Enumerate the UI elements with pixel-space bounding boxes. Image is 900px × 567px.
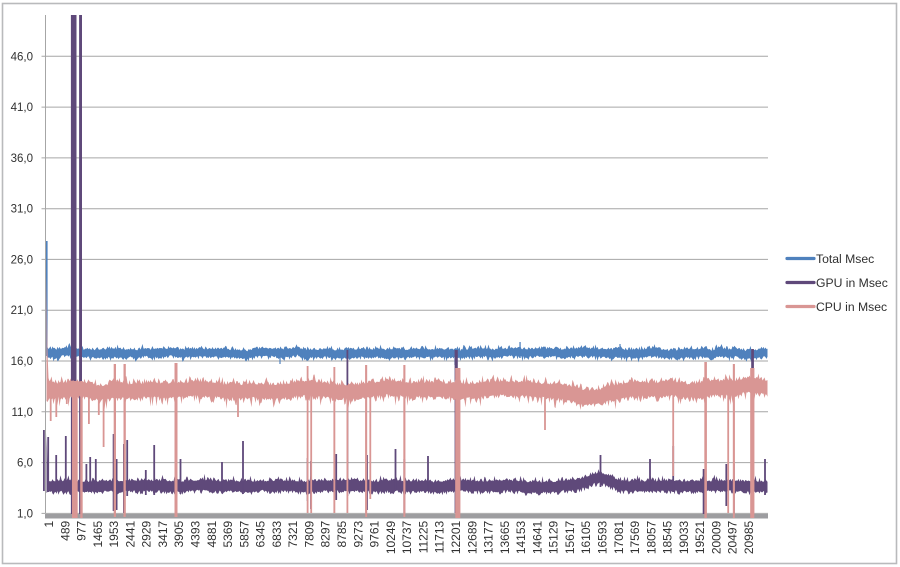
svg-text:1: 1 — [42, 520, 56, 527]
svg-text:15617: 15617 — [563, 520, 577, 554]
svg-text:8297: 8297 — [319, 520, 333, 547]
svg-text:GPU in Msec: GPU in Msec — [816, 276, 888, 290]
svg-text:46,0: 46,0 — [11, 51, 33, 63]
svg-text:17081: 17081 — [612, 520, 626, 554]
svg-text:16105: 16105 — [579, 520, 593, 554]
svg-text:6345: 6345 — [254, 520, 268, 547]
svg-text:16593: 16593 — [596, 520, 610, 554]
svg-text:13177: 13177 — [482, 520, 496, 554]
svg-text:6833: 6833 — [270, 520, 284, 547]
svg-text:4393: 4393 — [189, 520, 203, 547]
svg-text:7321: 7321 — [286, 520, 300, 547]
svg-text:1,0: 1,0 — [17, 508, 33, 520]
svg-text:19521: 19521 — [693, 520, 707, 554]
svg-text:10737: 10737 — [400, 520, 414, 554]
svg-text:18057: 18057 — [644, 520, 658, 554]
svg-text:41,0: 41,0 — [11, 102, 33, 114]
svg-text:9273: 9273 — [351, 520, 365, 547]
svg-text:1953: 1953 — [107, 520, 121, 547]
svg-text:7809: 7809 — [303, 520, 317, 547]
svg-text:13665: 13665 — [498, 520, 512, 554]
svg-text:16,0: 16,0 — [11, 356, 33, 368]
svg-text:14153: 14153 — [514, 520, 528, 554]
svg-text:14641: 14641 — [530, 520, 544, 554]
svg-text:10249: 10249 — [384, 520, 398, 554]
svg-text:18545: 18545 — [661, 520, 675, 554]
svg-text:8785: 8785 — [335, 520, 349, 547]
svg-text:977: 977 — [75, 520, 89, 540]
svg-text:9761: 9761 — [368, 520, 382, 547]
svg-text:36,0: 36,0 — [11, 153, 33, 165]
svg-text:17569: 17569 — [628, 520, 642, 554]
svg-text:Total Msec: Total Msec — [816, 252, 874, 266]
svg-text:5369: 5369 — [221, 520, 235, 547]
svg-text:11,0: 11,0 — [11, 407, 33, 419]
svg-text:19033: 19033 — [677, 520, 691, 554]
svg-text:20985: 20985 — [742, 520, 756, 554]
svg-text:21,0: 21,0 — [11, 305, 33, 317]
svg-text:4881: 4881 — [205, 520, 219, 547]
svg-text:6,0: 6,0 — [17, 458, 33, 470]
svg-text:2441: 2441 — [123, 520, 137, 547]
svg-text:26,0: 26,0 — [11, 254, 33, 266]
svg-text:1465: 1465 — [91, 520, 105, 547]
svg-text:2929: 2929 — [140, 520, 154, 547]
svg-text:20009: 20009 — [709, 520, 723, 554]
svg-text:11225: 11225 — [416, 520, 430, 553]
svg-text:15129: 15129 — [547, 520, 561, 554]
svg-text:31,0: 31,0 — [11, 204, 33, 216]
svg-text:5857: 5857 — [237, 520, 251, 547]
svg-text:489: 489 — [58, 520, 72, 540]
svg-text:3905: 3905 — [172, 520, 186, 547]
svg-text:12201: 12201 — [449, 520, 463, 554]
svg-text:3417: 3417 — [156, 520, 170, 547]
svg-text:CPU in Msec: CPU in Msec — [816, 300, 887, 314]
svg-text:12689: 12689 — [465, 520, 479, 554]
svg-text:20497: 20497 — [726, 520, 740, 554]
svg-text:11713: 11713 — [433, 520, 447, 553]
